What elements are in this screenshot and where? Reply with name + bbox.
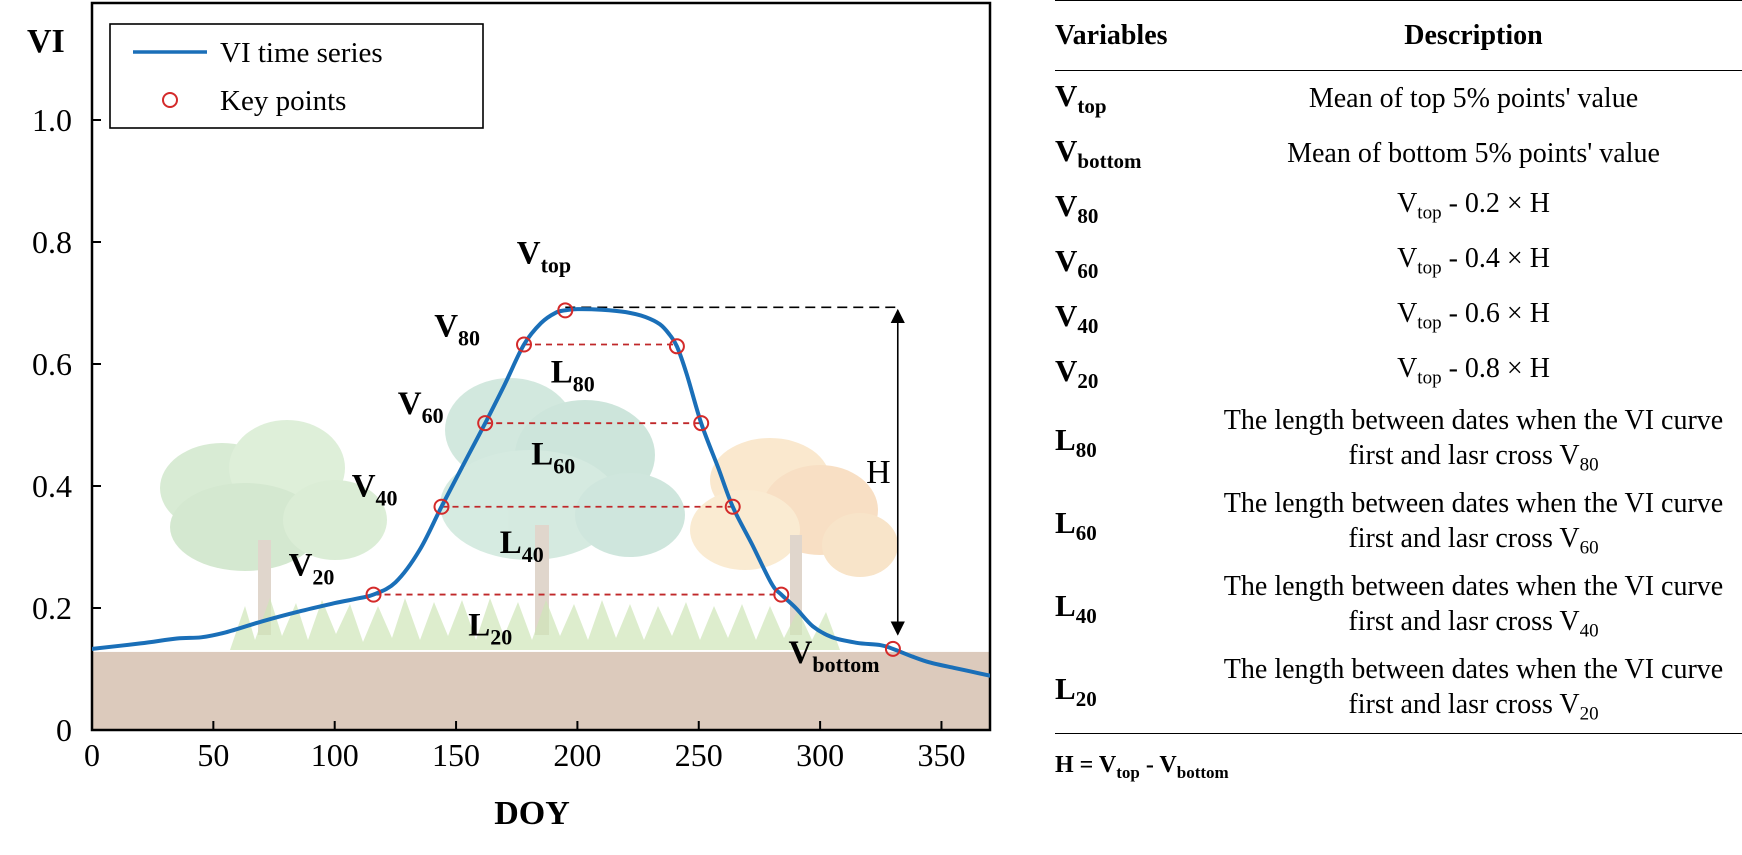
tree-middle-illustration — [440, 378, 685, 635]
landscape-background — [92, 378, 990, 730]
annotation-l40: L40 — [500, 525, 544, 567]
y-tick-label: 0.8 — [32, 224, 72, 260]
description-cell: The length between dates when the VI cur… — [1205, 650, 1742, 734]
table-row: L80 The length between dates when the VI … — [1055, 401, 1742, 484]
key-point — [433, 498, 450, 515]
annotation-l20: L20 — [468, 607, 512, 649]
annotation-vtop: Vtop — [517, 235, 571, 277]
soil-band — [92, 651, 990, 730]
annotation-l60: L60 — [531, 437, 575, 479]
y-tick-label: 1.0 — [32, 102, 72, 138]
variable-cell: V40 — [1055, 297, 1099, 339]
annotation-v60: V60 — [398, 386, 444, 428]
x-axis-ticks: 0 50 100 150 200 250 300 350 — [84, 721, 965, 773]
grass-illustration — [230, 598, 840, 650]
table-row: L20 The length between dates when the VI … — [1055, 650, 1742, 734]
x-tick-label: 300 — [796, 737, 844, 773]
variable-cell: L20 — [1055, 650, 1205, 734]
key-point — [477, 415, 494, 432]
annotation-l80: L80 — [551, 354, 595, 396]
table-header-row: Variables Description — [1055, 0, 1742, 71]
description-cell: Vtop - 0.2 × H — [1397, 188, 1550, 224]
key-point — [724, 498, 741, 515]
key-point — [668, 338, 685, 355]
x-tick-label: 250 — [675, 737, 723, 773]
table-row: V80 Vtop - 0.2 × H — [1055, 181, 1742, 236]
x-tick-label: 50 — [197, 737, 229, 773]
key-points-layer — [365, 302, 901, 657]
vi-curve-chart: 0 50 100 150 200 250 300 350 0 0.2 0.4 0.6 0.8 1.0 V… — [27, 1, 992, 832]
legend-marker-swatch — [162, 92, 178, 108]
x-tick-label: 150 — [432, 737, 480, 773]
plot-frame — [90, 1, 992, 732]
description-cell: The length between dates when the VI cur… — [1223, 404, 1724, 476]
y-tick-label: 0.4 — [32, 468, 72, 504]
y-axis-label: VI — [27, 23, 65, 60]
description-cell: The length between dates when the VI cur… — [1223, 570, 1724, 642]
variable-cell: V80 — [1055, 187, 1099, 229]
x-tick-label: 0 — [84, 737, 100, 773]
variable-cell: V60 — [1055, 242, 1099, 284]
variable-cell: L60 — [1055, 504, 1097, 546]
x-tick-label: 350 — [917, 737, 965, 773]
variable-cell: L40 — [1055, 587, 1097, 629]
annotation-v20: V20 — [289, 548, 335, 590]
legend-label-vi-time-series: VI time series — [220, 37, 383, 69]
annotation-vbottom: Vbottom — [789, 635, 880, 677]
description-cell: Vtop - 0.4 × H — [1397, 243, 1550, 279]
variable-cell: Vbottom — [1055, 132, 1142, 174]
table-row: V40 Vtop - 0.6 × H — [1055, 291, 1742, 346]
legend: VI time series Key points — [109, 23, 484, 129]
table-row: L40 The length between dates when the VI … — [1055, 567, 1742, 650]
variable-cell: Vtop — [1055, 77, 1107, 119]
key-point — [557, 302, 574, 319]
y-axis-ticks: 0 0.2 0.4 0.6 0.8 1.0 — [32, 102, 101, 748]
y-tick-label: 0.6 — [32, 346, 72, 382]
key-point — [773, 586, 790, 603]
annotation-v40: V40 — [352, 468, 398, 510]
y-tick-label: 0 — [56, 712, 72, 748]
key-point — [516, 336, 533, 353]
key-point — [884, 640, 901, 657]
key-point — [693, 415, 710, 432]
variable-cell: L80 — [1055, 421, 1097, 463]
variables-table-panel: Variables Description Vtop Mean of top 5%… — [1055, 0, 1742, 783]
table-row: Vtop Mean of top 5% points' value — [1055, 71, 1742, 127]
x-tick-label: 200 — [553, 737, 601, 773]
table-row: L60 The length between dates when the VI … — [1055, 484, 1742, 567]
footnote-h-definition: H = Vtop - Vbottom — [1055, 752, 1229, 782]
description-cell: Mean of top 5% points' value — [1308, 83, 1639, 114]
variables-table: Variables Description Vtop Mean of top 5%… — [1055, 0, 1742, 734]
annotation-v80: V80 — [434, 309, 480, 351]
variable-cell: V20 — [1055, 352, 1099, 394]
table-row: V20 Vtop - 0.8 × H — [1055, 346, 1742, 401]
header-variables: Variables — [1055, 0, 1205, 71]
level-lines — [373, 343, 782, 596]
legend-label-key-points: Key points — [220, 85, 346, 117]
description-cell: Vtop - 0.6 × H — [1397, 298, 1550, 334]
description-cell: Vtop - 0.8 × H — [1397, 353, 1550, 389]
key-point — [365, 586, 382, 603]
annotation-h: H — [866, 454, 891, 491]
x-axis-label: DOY — [494, 795, 570, 832]
description-cell: The length between dates when the VI cur… — [1223, 487, 1724, 559]
y-tick-label: 0.2 — [32, 590, 72, 626]
tree-left-illustration — [160, 420, 387, 635]
table-body: Vtop Mean of top 5% points' value Vbottom M… — [1055, 71, 1742, 734]
table-row: Vbottom Mean of bottom 5% points' value — [1055, 126, 1742, 181]
header-description: Description — [1205, 0, 1742, 71]
legend-box — [109, 23, 484, 129]
x-tick-label: 100 — [311, 737, 359, 773]
description-cell: Mean of bottom 5% points' value — [1287, 138, 1660, 169]
table-row: V60 Vtop - 0.4 × H — [1055, 236, 1742, 291]
series-line-vi-time-series — [92, 307, 990, 678]
